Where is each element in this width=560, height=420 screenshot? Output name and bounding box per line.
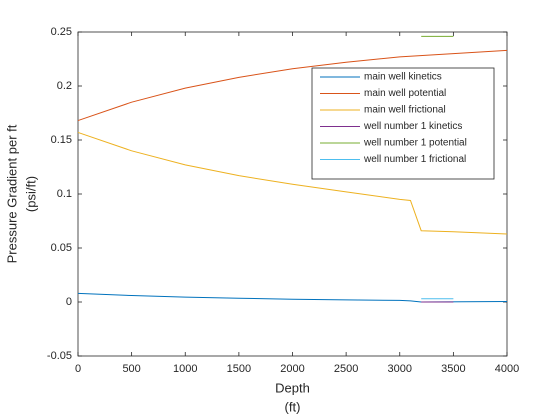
legend-label: main well kinetics bbox=[364, 72, 442, 83]
legend-box bbox=[311, 67, 495, 180]
y-axis-label: Pressure Gradient per ft bbox=[4, 124, 19, 263]
legend-label: main well potential bbox=[364, 88, 446, 99]
series-line bbox=[77, 131, 508, 235]
x-tick-label: 3000 bbox=[388, 363, 412, 375]
y-tick-label: 0.05 bbox=[51, 242, 72, 254]
legend-label: well number 1 potential bbox=[363, 138, 467, 149]
x-axis-label: (ft) bbox=[285, 399, 301, 414]
x-tick-label: 2000 bbox=[280, 363, 304, 375]
x-tick-label: 2500 bbox=[334, 363, 358, 375]
x-axis-label: Depth bbox=[275, 380, 310, 395]
y-tick-label: 0 bbox=[66, 296, 72, 308]
series-line bbox=[77, 292, 508, 303]
x-tick-label: 4000 bbox=[495, 363, 519, 375]
x-tick-label: 1000 bbox=[173, 363, 197, 375]
x-tick-label: 1500 bbox=[227, 363, 251, 375]
y-tick-label: 0.15 bbox=[51, 134, 72, 146]
y-tick-label: -0.05 bbox=[47, 350, 72, 362]
y-tick-label: 0.25 bbox=[51, 26, 72, 38]
series-line bbox=[77, 49, 508, 122]
y-axis-label: (psi/ft) bbox=[23, 176, 38, 212]
x-tick-label: 3500 bbox=[441, 363, 465, 375]
x-tick-label: 0 bbox=[75, 363, 81, 375]
legend-label: well number 1 frictional bbox=[363, 154, 466, 165]
legend-label: main well frictional bbox=[364, 105, 446, 116]
y-tick-label: 0.1 bbox=[57, 188, 72, 200]
legend-label: well number 1 kinetics bbox=[363, 121, 462, 132]
x-tick-label: 500 bbox=[122, 363, 140, 375]
y-tick-label: 0.2 bbox=[57, 80, 72, 92]
